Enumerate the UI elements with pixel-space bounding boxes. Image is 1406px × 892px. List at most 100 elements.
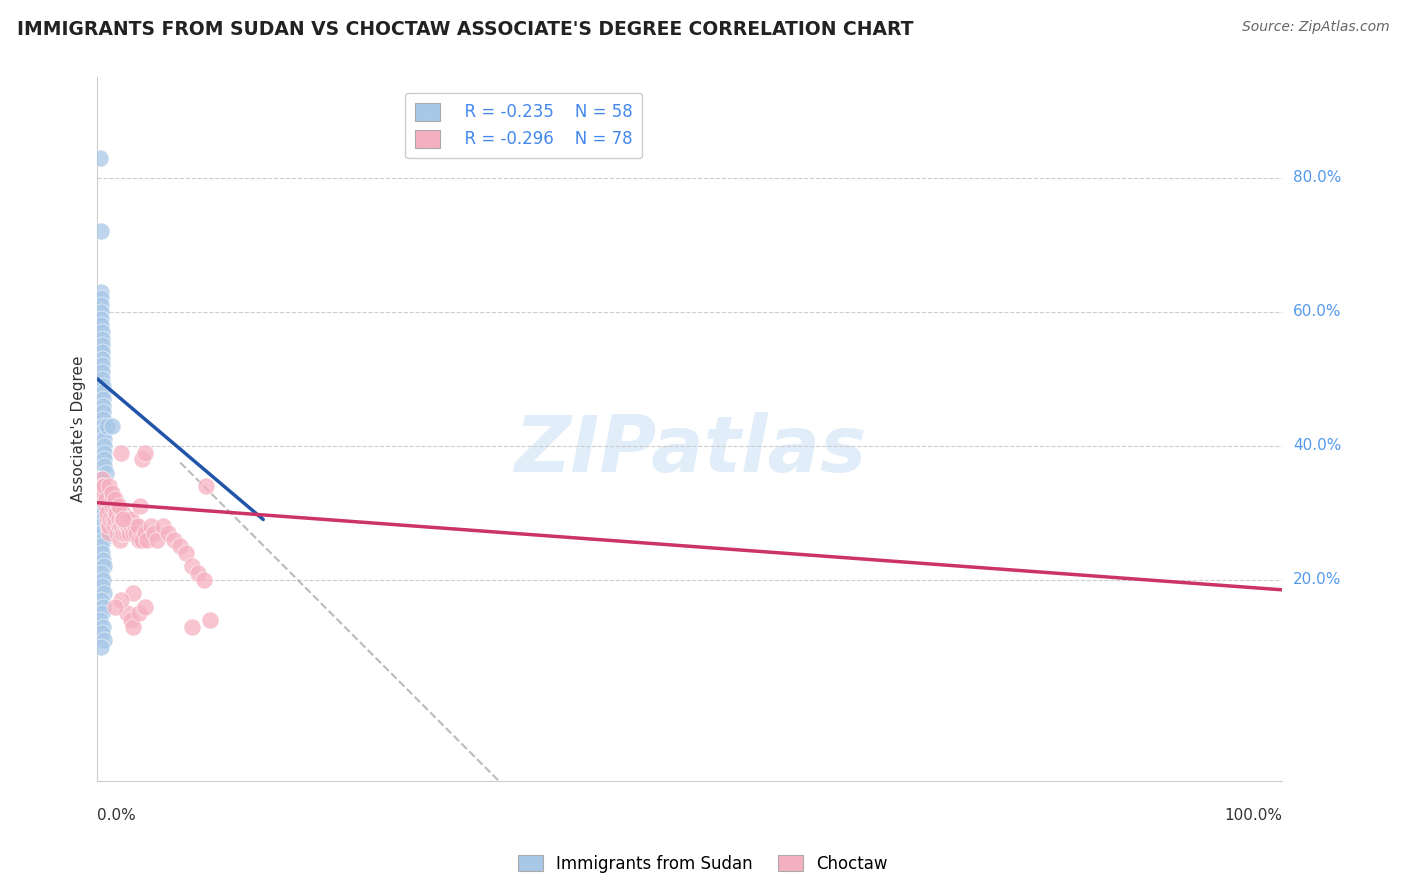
Point xyxy=(98,519,121,533)
Point xyxy=(93,586,115,600)
Point xyxy=(93,559,115,574)
Point xyxy=(91,546,114,560)
Point xyxy=(134,599,156,614)
Point xyxy=(100,512,122,526)
Point xyxy=(115,512,138,526)
Point xyxy=(93,452,115,467)
Point xyxy=(100,418,122,433)
Point xyxy=(115,519,138,533)
Legend:   R = -0.235    N = 58,   R = -0.296    N = 78: R = -0.235 N = 58, R = -0.296 N = 78 xyxy=(405,93,643,159)
Point xyxy=(93,492,115,507)
Text: 100.0%: 100.0% xyxy=(1225,808,1282,823)
Point xyxy=(181,620,204,634)
Point xyxy=(104,599,127,614)
Point xyxy=(90,539,112,553)
Point xyxy=(115,607,138,621)
Point xyxy=(94,499,117,513)
Point xyxy=(97,519,120,533)
Point xyxy=(94,492,117,507)
Point xyxy=(198,613,221,627)
Point xyxy=(120,613,142,627)
Point xyxy=(90,318,112,333)
Point xyxy=(120,512,142,526)
Point xyxy=(117,519,139,533)
Point xyxy=(91,506,114,520)
Point xyxy=(174,546,197,560)
Point xyxy=(128,607,150,621)
Point xyxy=(104,492,127,507)
Point xyxy=(139,519,162,533)
Point xyxy=(104,499,127,513)
Point xyxy=(90,640,112,654)
Point xyxy=(91,372,114,386)
Point xyxy=(93,439,115,453)
Point xyxy=(129,499,152,513)
Point xyxy=(134,445,156,459)
Point xyxy=(105,506,128,520)
Point xyxy=(93,479,115,493)
Point xyxy=(112,525,135,540)
Point xyxy=(120,519,142,533)
Point xyxy=(90,492,112,507)
Point xyxy=(90,566,112,580)
Point xyxy=(91,533,114,547)
Point xyxy=(91,338,114,352)
Point xyxy=(100,499,122,513)
Point xyxy=(93,458,115,473)
Point xyxy=(111,512,134,526)
Point xyxy=(136,533,159,547)
Point xyxy=(131,452,153,467)
Point xyxy=(110,525,132,540)
Point xyxy=(110,592,132,607)
Point xyxy=(169,539,191,553)
Point xyxy=(124,519,146,533)
Point xyxy=(90,285,112,299)
Point xyxy=(187,566,209,580)
Point xyxy=(110,519,132,533)
Point xyxy=(122,525,145,540)
Point xyxy=(91,626,114,640)
Point xyxy=(98,479,121,493)
Point xyxy=(118,525,141,540)
Point xyxy=(91,472,114,486)
Point xyxy=(91,579,114,593)
Point xyxy=(90,292,112,306)
Point xyxy=(91,359,114,373)
Point xyxy=(93,633,115,648)
Point xyxy=(94,466,117,480)
Point xyxy=(114,519,136,533)
Point xyxy=(157,525,180,540)
Point xyxy=(91,552,114,566)
Point xyxy=(91,620,114,634)
Point xyxy=(90,472,112,486)
Point xyxy=(107,499,129,513)
Point xyxy=(108,533,131,547)
Point xyxy=(96,506,118,520)
Point xyxy=(112,506,135,520)
Point xyxy=(91,607,114,621)
Point xyxy=(91,479,114,493)
Point xyxy=(91,485,114,500)
Point xyxy=(93,445,115,459)
Point xyxy=(107,519,129,533)
Point xyxy=(90,311,112,326)
Point xyxy=(101,512,124,526)
Point xyxy=(90,305,112,319)
Legend: Immigrants from Sudan, Choctaw: Immigrants from Sudan, Choctaw xyxy=(512,848,894,880)
Point xyxy=(145,533,167,547)
Point xyxy=(152,519,174,533)
Point xyxy=(91,378,114,392)
Point xyxy=(89,613,111,627)
Point xyxy=(127,519,149,533)
Point xyxy=(104,512,127,526)
Point xyxy=(100,485,122,500)
Point xyxy=(163,533,186,547)
Point xyxy=(110,445,132,459)
Point xyxy=(91,351,114,366)
Point xyxy=(91,405,114,419)
Text: 80.0%: 80.0% xyxy=(1294,170,1341,186)
Text: 20.0%: 20.0% xyxy=(1294,573,1341,587)
Point xyxy=(107,525,129,540)
Point xyxy=(91,425,114,440)
Point xyxy=(112,512,135,526)
